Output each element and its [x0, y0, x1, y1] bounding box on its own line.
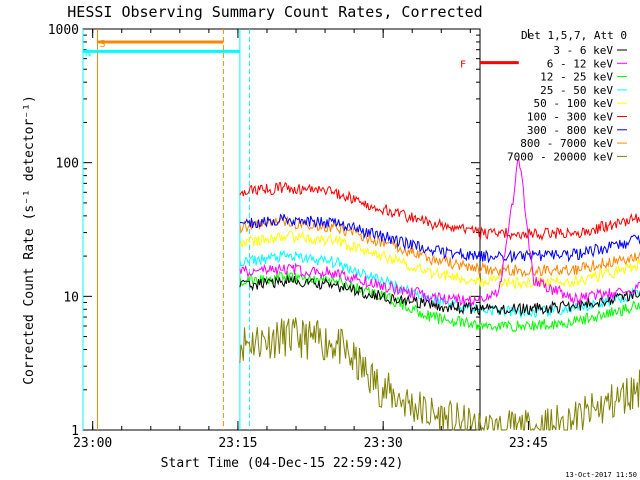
- series-line: [239, 275, 640, 317]
- y-axis-label: Corrected Count Rate (s⁻¹ detector⁻¹): [22, 95, 37, 385]
- y-tick-label: 1: [71, 424, 79, 439]
- flag-label: F: [460, 60, 466, 71]
- chart-title: HESSI Observing Summary Count Rates, Cor…: [67, 3, 482, 21]
- legend-label: 300 - 800 keV: [527, 124, 613, 137]
- series-line: [239, 181, 640, 242]
- y-tick-label: 1000: [48, 23, 79, 38]
- plot-area: 110100100023:0023:1523:3023:4500:0000:15…: [48, 23, 640, 451]
- legend-label: 6 - 12 keV: [547, 57, 614, 70]
- legend-header: Det 1,5,7, Att 0: [521, 29, 627, 42]
- x-tick-label: 23:00: [73, 436, 112, 451]
- legend-label: 3 - 6 keV: [553, 44, 613, 57]
- legend-label: 100 - 300 keV: [527, 111, 613, 124]
- plot-frame: [82, 28, 481, 431]
- legend-label: 12 - 25 keV: [540, 71, 613, 84]
- flag-label: S: [100, 39, 106, 50]
- x-tick-label: 23:45: [509, 436, 548, 451]
- series-line: [239, 213, 640, 264]
- timestamp-label: 13-Oct-2017 11:50: [565, 471, 637, 479]
- flag-label: N: [85, 48, 91, 59]
- series-line: [239, 249, 640, 319]
- x-tick-label: 23:30: [364, 436, 403, 451]
- series-line: [239, 317, 640, 432]
- x-axis-label: Start Time (04-Dec-15 22:59:42): [161, 456, 404, 471]
- x-tick-label: 23:15: [218, 436, 257, 451]
- series-line: [239, 230, 640, 290]
- series-line: [239, 270, 640, 333]
- legend-label: 50 - 100 keV: [534, 97, 614, 110]
- series-line: [239, 215, 640, 278]
- legend-label: 25 - 50 keV: [540, 84, 613, 97]
- legend-label: 7000 - 20000 keV: [507, 150, 613, 163]
- series-line: [239, 157, 640, 307]
- legend-label: 800 - 7000 keV: [520, 137, 613, 150]
- y-tick-label: 10: [63, 290, 79, 305]
- y-tick-label: 100: [56, 157, 79, 172]
